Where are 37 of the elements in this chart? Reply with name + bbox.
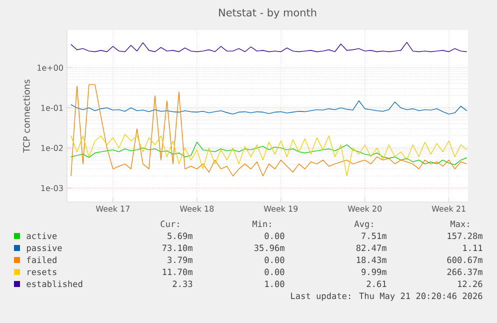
text: 7.51m (362, 232, 386, 240)
text: 0.00 (264, 232, 284, 240)
text: 18.43m (356, 256, 386, 264)
line-series (70, 134, 468, 176)
text: 0.00 (264, 256, 284, 264)
line-series (70, 84, 468, 176)
text: 0.00 (264, 268, 284, 276)
legend-label: passive (27, 244, 62, 253)
text: 12.26 (458, 280, 482, 288)
text: Last update: Thu May 21 20:20:46 2026 (291, 292, 482, 301)
text: Min: (252, 220, 271, 227)
line-series (70, 42, 468, 52)
text: 2.33 (172, 280, 192, 288)
text: 82.47m (356, 244, 386, 252)
legend-label: active (26, 232, 57, 240)
text: Max: (450, 220, 469, 228)
text: 9.99m (362, 268, 386, 276)
y-axis-title: TCP connections (22, 80, 30, 153)
text: 73.10m (162, 244, 192, 252)
text: Avg: (354, 220, 373, 229)
text: 266.37m (447, 268, 482, 276)
line-series (70, 100, 468, 114)
text: 1.00 (265, 280, 284, 288)
legend-label: failed (27, 256, 56, 264)
text: 35.96m (254, 244, 284, 252)
text: 3.79m (168, 256, 192, 264)
text: 5.69m (168, 232, 192, 240)
text: 11.70m (162, 268, 192, 276)
chart-title: Netstat - by month (219, 8, 316, 18)
legend-label: established (26, 280, 82, 288)
text: 1.11 (463, 244, 482, 251)
text: 157.28m (448, 232, 482, 240)
legend-label: resets (28, 268, 56, 276)
line-series (70, 142, 468, 166)
text: Cur: (160, 220, 179, 228)
text: 2.61 (366, 280, 386, 288)
text: 600.67m (447, 256, 482, 264)
